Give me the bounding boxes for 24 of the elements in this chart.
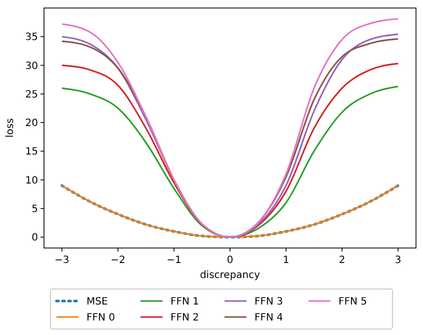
y-tick-label: 25 [25, 89, 38, 100]
y-tick-label: 35 [25, 32, 38, 44]
legend-label: FFN 1 [170, 296, 200, 308]
legend-label: FFN 0 [86, 312, 116, 324]
y-tick-label: 15 [25, 146, 38, 158]
x-tick-label: 2 [338, 255, 346, 266]
y-tick-label: 5 [32, 204, 38, 215]
x-tick-label: 3 [394, 255, 402, 266]
x-axis-title: discrepancy [200, 270, 260, 281]
y-tick-label: 0 [32, 232, 38, 244]
x-tick-label: −3 [54, 255, 70, 266]
legend-label: FFN 4 [254, 312, 284, 324]
legend-label: FFN 5 [338, 296, 368, 308]
y-tick-label: 30 [25, 60, 38, 72]
x-tick-label: 0 [226, 255, 234, 266]
y-tick-label: 20 [25, 118, 38, 130]
legend-label: MSE [86, 296, 108, 308]
legend-label: FFN 3 [254, 296, 284, 308]
y-axis-title: loss [5, 118, 16, 138]
x-tick-label: 1 [282, 255, 290, 266]
legend-label: FFN 2 [170, 312, 200, 324]
x-tick-label: −1 [166, 255, 182, 266]
x-tick-label: −2 [110, 255, 126, 266]
y-tick-label: 10 [25, 175, 38, 186]
